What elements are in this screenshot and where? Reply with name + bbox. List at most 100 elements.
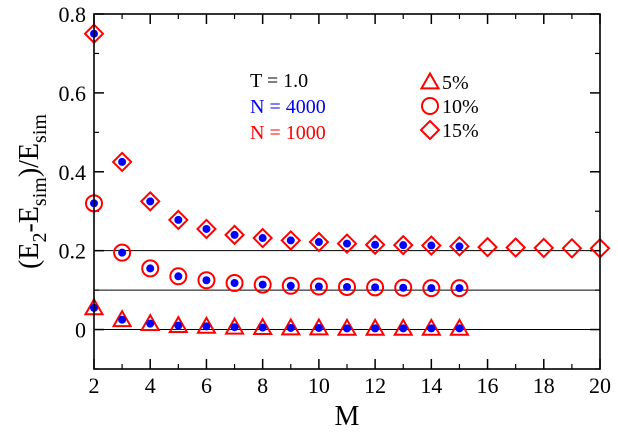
marker-triangle-n1000 xyxy=(421,317,442,336)
marker-diamond-n1000 xyxy=(167,209,189,231)
marker-circle-n4000 xyxy=(371,283,380,292)
legend-circle xyxy=(421,97,439,115)
data-markers xyxy=(83,23,611,336)
marker-circle-n1000 xyxy=(394,278,413,297)
marker-diamond-n4000 xyxy=(174,215,183,224)
marker-diamond-n4000 xyxy=(343,239,351,248)
marker-diamond-n1000 xyxy=(224,224,245,246)
y-axis-label-part: )/E xyxy=(14,143,45,177)
marker-circle-n1000 xyxy=(225,274,244,293)
marker-diamond-n1000 xyxy=(364,234,386,256)
marker-triangle-n1000 xyxy=(224,316,245,335)
x-tick-label: 20 xyxy=(589,373,611,398)
axis-ticks xyxy=(93,13,601,370)
y-axis-label: (E2-Esim)/Esim xyxy=(14,114,51,269)
marker-diamond-n1000 xyxy=(392,234,414,256)
marker-triangle-n4000 xyxy=(314,323,323,332)
marker-circle-n4000 xyxy=(118,248,127,257)
marker-diamond-n1000 xyxy=(252,227,274,249)
tick-labels: 2 4 6 8 10 12 14 16 18 20 0 0.2 0.4 0.6 0.8 xyxy=(59,2,612,398)
marker-circle-n4000 xyxy=(427,284,436,293)
x-tick-label: 18 xyxy=(533,373,555,398)
marker-triangle-n4000 xyxy=(230,323,239,332)
y-axis-label-part: (E xyxy=(14,243,45,269)
y-axis-label-sub: sim xyxy=(29,114,51,143)
marker-circle-n4000 xyxy=(286,281,295,290)
marker-triangle-n1000 xyxy=(139,313,161,332)
marker-circle-n4000 xyxy=(174,272,183,281)
marker-diamond-n4000 xyxy=(286,236,295,245)
marker-triangle-n1000 xyxy=(392,317,414,336)
marker-triangle-n4000 xyxy=(202,322,211,331)
marker-diamond-n1000 xyxy=(280,229,302,251)
legend-circle-marker xyxy=(421,97,439,115)
marker-circle-n4000 xyxy=(202,276,211,285)
marker-triangle-n4000 xyxy=(455,324,464,333)
marker-triangle-n4000 xyxy=(258,323,267,332)
x-tick-label: 6 xyxy=(201,373,212,398)
marker-circle-n1000 xyxy=(366,278,385,297)
marker-triangle-n4000 xyxy=(286,323,295,332)
x-tick-label: 12 xyxy=(364,373,386,398)
y-tick-label: 0.8 xyxy=(59,2,87,27)
marker-diamond-n1000 xyxy=(533,237,555,259)
marker-diamond-n4000 xyxy=(202,224,211,233)
marker-diamond-n1000 xyxy=(336,233,358,254)
marker-circle-n4000 xyxy=(455,284,464,293)
marker-triangle-n1000 xyxy=(308,317,330,336)
marker-circle-n4000 xyxy=(314,282,323,291)
x-tick-label: 10 xyxy=(308,373,330,398)
marker-diamond-n1000 xyxy=(477,236,498,258)
marker-circle-n4000 xyxy=(230,279,239,288)
marker-diamond-n4000 xyxy=(258,234,267,243)
annotation-temperature: T = 1.0 xyxy=(250,70,308,92)
marker-diamond-n1000 xyxy=(420,235,442,256)
marker-diamond-n1000 xyxy=(449,235,470,257)
marker-diamond-n1000 xyxy=(505,237,527,258)
marker-triangle-n1000 xyxy=(449,317,470,336)
legend: 5% 10% 15% xyxy=(419,71,479,142)
marker-circle-n4000 xyxy=(399,283,408,292)
marker-diamond-n4000 xyxy=(427,241,436,250)
marker-triangle-n1000 xyxy=(196,315,217,334)
marker-triangle-n1000 xyxy=(168,315,189,333)
x-tick-label: 2 xyxy=(89,373,100,398)
marker-circle-n1000 xyxy=(113,243,132,262)
marker-circle-n4000 xyxy=(146,264,155,273)
marker-circle-n1000 xyxy=(422,279,441,298)
marker-diamond-n4000 xyxy=(230,230,239,239)
marker-triangle-n4000 xyxy=(427,324,436,333)
plot-frame xyxy=(93,13,601,370)
y-tick-label: 0.2 xyxy=(59,239,87,264)
legend-diamond xyxy=(419,119,441,141)
marker-circle-n1000 xyxy=(338,277,356,296)
marker-circle-n1000 xyxy=(309,277,328,296)
marker-diamond-n1000 xyxy=(561,237,583,259)
marker-triangle-n4000 xyxy=(371,324,380,333)
marker-circle-n1000 xyxy=(281,276,300,295)
annotation-n4000: N = 4000 xyxy=(250,96,326,118)
x-tick-label: 8 xyxy=(257,373,268,398)
annotations: T = 1.0 N = 4000 N = 1000 xyxy=(250,70,326,144)
marker-circle-n1000 xyxy=(169,267,188,286)
marker-triangle-n4000 xyxy=(343,324,351,333)
y-tick-label: 0 xyxy=(75,318,86,343)
x-axis-label: M xyxy=(335,401,360,432)
marker-diamond-n4000 xyxy=(399,241,408,250)
y-tick-label: 0.4 xyxy=(59,160,87,185)
marker-circle-n1000 xyxy=(253,275,272,294)
marker-triangle-n1000 xyxy=(364,317,386,336)
legend-triangle xyxy=(419,71,441,90)
marker-diamond-n4000 xyxy=(455,242,464,251)
marker-circle-n4000 xyxy=(343,282,351,291)
y-axis-label-part: -E xyxy=(14,206,45,232)
marker-circle-n4000 xyxy=(258,280,267,289)
marker-triangle-n4000 xyxy=(174,321,183,330)
marker-diamond-n1000 xyxy=(196,218,217,240)
marker-diamond-n4000 xyxy=(118,157,127,166)
marker-diamond-n4000 xyxy=(371,240,380,249)
marker-circle-n1000 xyxy=(450,279,469,298)
legend-label-10: 10% xyxy=(442,96,479,118)
marker-triangle-n1000 xyxy=(252,317,273,335)
x-tick-label: 16 xyxy=(477,373,499,398)
